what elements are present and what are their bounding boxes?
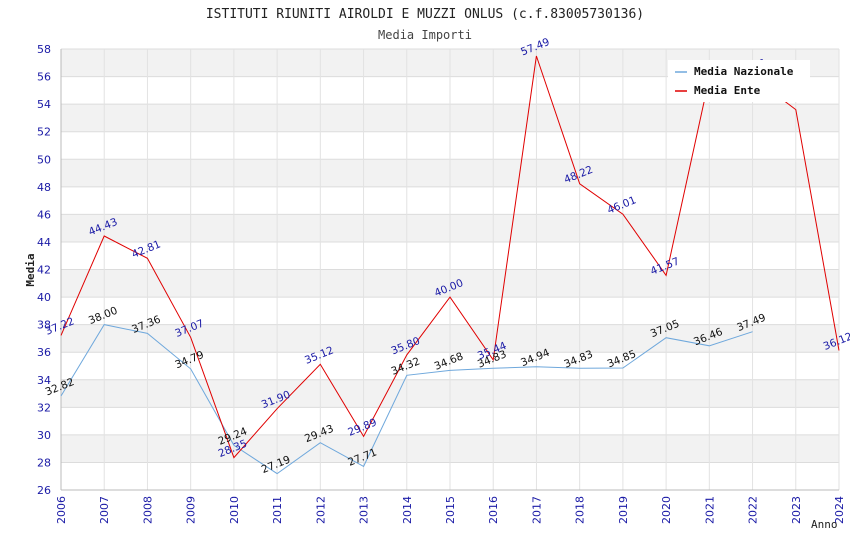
legend: Media Nazionale Media Ente xyxy=(668,60,810,102)
y-tick-label: 54 xyxy=(37,98,51,111)
y-tick-label: 56 xyxy=(37,71,51,84)
x-tick-label: 2010 xyxy=(228,496,241,524)
x-tick-label: 2011 xyxy=(271,496,284,524)
series-line-nazionale xyxy=(60,324,753,475)
y-tick-label: 44 xyxy=(37,236,51,249)
y-tick-label: 32 xyxy=(37,401,51,414)
y-tick-label: 46 xyxy=(37,208,51,221)
y-tick-label: 58 xyxy=(37,43,51,56)
y-tick-label: 48 xyxy=(37,181,51,194)
y-tick-label: 26 xyxy=(37,484,51,497)
y-tick-label: 28 xyxy=(37,456,51,469)
legend-label-nazionale: Media Nazionale xyxy=(694,65,794,78)
grid-lines xyxy=(60,48,840,491)
y-tick-label: 40 xyxy=(37,291,51,304)
x-tick-label: 2008 xyxy=(141,496,154,524)
x-tick-label: 2024 xyxy=(833,496,846,524)
y-tick-label: 34 xyxy=(37,374,51,387)
legend-label-ente: Media Ente xyxy=(694,84,761,97)
x-tick-label: 2022 xyxy=(747,496,760,524)
x-tick-label: 2013 xyxy=(358,496,371,524)
x-tick-label: 2020 xyxy=(660,496,673,524)
x-tick-label: 2006 xyxy=(55,496,68,524)
x-tick-label: 2021 xyxy=(703,496,716,524)
x-tick-label: 2015 xyxy=(444,496,457,524)
y-axis-ticks: 26 28 30 32 34 36 38 40 42 44 46 48 50 52 54 56 58 xyxy=(37,43,51,497)
x-tick-label: 2018 xyxy=(574,496,587,524)
y-tick-label: 50 xyxy=(37,153,51,166)
x-tick-label: 2023 xyxy=(790,496,803,524)
x-tick-label: 2019 xyxy=(617,496,630,524)
y-tick-label: 42 xyxy=(37,264,51,277)
x-tick-label: 2017 xyxy=(530,496,543,524)
x-tick-label: 2009 xyxy=(185,496,198,524)
x-tick-label: 2014 xyxy=(401,496,414,524)
y-axis-title: Media xyxy=(24,253,37,286)
y-tick-label: 30 xyxy=(37,429,51,442)
y-tick-label: 52 xyxy=(37,126,51,139)
y-tick-label: 38 xyxy=(37,319,51,332)
x-tick-label: 2012 xyxy=(314,496,327,524)
x-axis-ticks: 2006 2007 2008 2009 2010 2011 2012 2013 2014 2015… xyxy=(55,496,846,524)
y-tick-label: 36 xyxy=(37,346,51,359)
x-tick-label: 2007 xyxy=(98,496,111,524)
chart-subtitle: Media Importi xyxy=(378,28,472,42)
legend-box xyxy=(668,60,810,102)
x-tick-label: 2016 xyxy=(487,496,500,524)
x-axis-title: Anno xyxy=(811,518,838,531)
chart-title: ISTITUTI RIUNITI AIROLDI E MUZZI ONLUS (… xyxy=(206,7,644,22)
